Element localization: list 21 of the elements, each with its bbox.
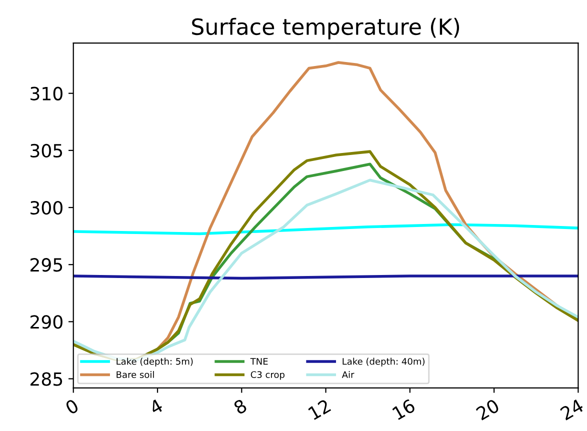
x-tick-label: 8 [232, 398, 248, 415]
x-tick-label: 12 [308, 398, 332, 420]
line-series [73, 223, 578, 236]
x-tick-label: 16 [392, 398, 416, 420]
x-tick-label: 4 [148, 398, 164, 415]
x-tick-label: 20 [475, 398, 500, 421]
y-tick-label: 295 [30, 258, 62, 272]
y-tick-label: 290 [30, 315, 62, 329]
legend-label: Lake (depth: 40m) [342, 358, 424, 367]
y-tick-label: 310 [30, 86, 62, 100]
legend-label: TNE [250, 358, 268, 365]
chart-title: Surface temperature (K) [192, 18, 460, 40]
x-tick-label: 24 [560, 398, 584, 420]
x-tick-label: 0 [64, 398, 80, 415]
y-tick-label: 285 [30, 372, 62, 386]
y-tick-label: 300 [30, 200, 62, 215]
legend-label: C3 crop [250, 371, 284, 380]
legend-label: Bare soil [116, 371, 154, 378]
legend-label: Lake (depth: 5m) [116, 358, 193, 367]
y-tick-label: 305 [30, 144, 62, 158]
legend-label: Air [342, 371, 354, 378]
